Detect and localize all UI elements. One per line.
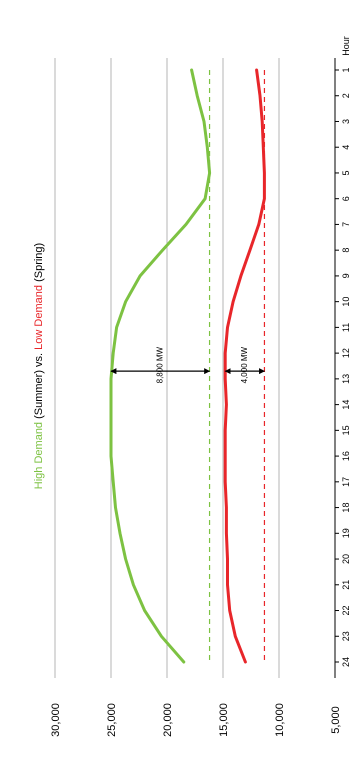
x-axis-label: Hour bbox=[341, 36, 351, 56]
x-tick-label: 13 bbox=[341, 374, 351, 384]
x-tick-label: 20 bbox=[341, 554, 351, 564]
x-tick-label: 4 bbox=[341, 145, 351, 150]
chart-title-part-2: Low Demand bbox=[33, 285, 45, 350]
y-tick-label: 25,000 bbox=[106, 703, 118, 737]
x-tick-label: 19 bbox=[341, 528, 351, 538]
x-tick-label: 23 bbox=[341, 631, 351, 641]
x-tick-label: 11 bbox=[341, 323, 351, 332]
annotation-label-0: 8,800 MW bbox=[155, 346, 164, 383]
x-tick-label: 7 bbox=[341, 222, 351, 227]
series-line-1 bbox=[223, 68, 266, 664]
chart-title-part-0: High Demand bbox=[33, 422, 45, 489]
x-tick-label: 1 bbox=[341, 67, 351, 72]
x-tick-label: 21 bbox=[341, 580, 351, 590]
x-tick-label: 6 bbox=[341, 196, 351, 201]
chart-title-part-1: (Summer) vs. bbox=[33, 350, 45, 422]
chart-title: High Demand (Summer) vs. Low Demand (Spr… bbox=[33, 243, 45, 489]
x-tick-label: 16 bbox=[341, 451, 351, 461]
x-tick-label: 2 bbox=[341, 93, 351, 98]
x-tick-label: 3 bbox=[341, 119, 351, 124]
y-tick-label: 20,000 bbox=[162, 703, 174, 737]
annotation-label-1: 4,000 MW bbox=[240, 346, 249, 383]
x-tick-label: 10 bbox=[341, 297, 351, 307]
series-line-0 bbox=[109, 68, 212, 664]
x-tick-label: 5 bbox=[341, 170, 351, 175]
x-tick-label: 8 bbox=[341, 248, 351, 253]
x-tick-label: 22 bbox=[341, 606, 351, 616]
x-tick-label: 9 bbox=[341, 273, 351, 278]
x-tick-label: 17 bbox=[341, 477, 351, 487]
x-tick-label: 12 bbox=[341, 348, 351, 358]
x-tick-label: 15 bbox=[341, 425, 351, 435]
y-tick-label: 15,000 bbox=[218, 703, 230, 737]
chart-title-part-3: (Spring) bbox=[33, 243, 45, 285]
x-tick-label: 14 bbox=[341, 400, 351, 410]
y-tick-label: 10,000 bbox=[274, 703, 286, 737]
x-tick-label: 18 bbox=[341, 503, 351, 513]
y-tick-label: 5,000 bbox=[330, 706, 342, 734]
y-tick-label: 30,000 bbox=[50, 703, 62, 737]
x-tick-label: 24 bbox=[341, 657, 351, 667]
